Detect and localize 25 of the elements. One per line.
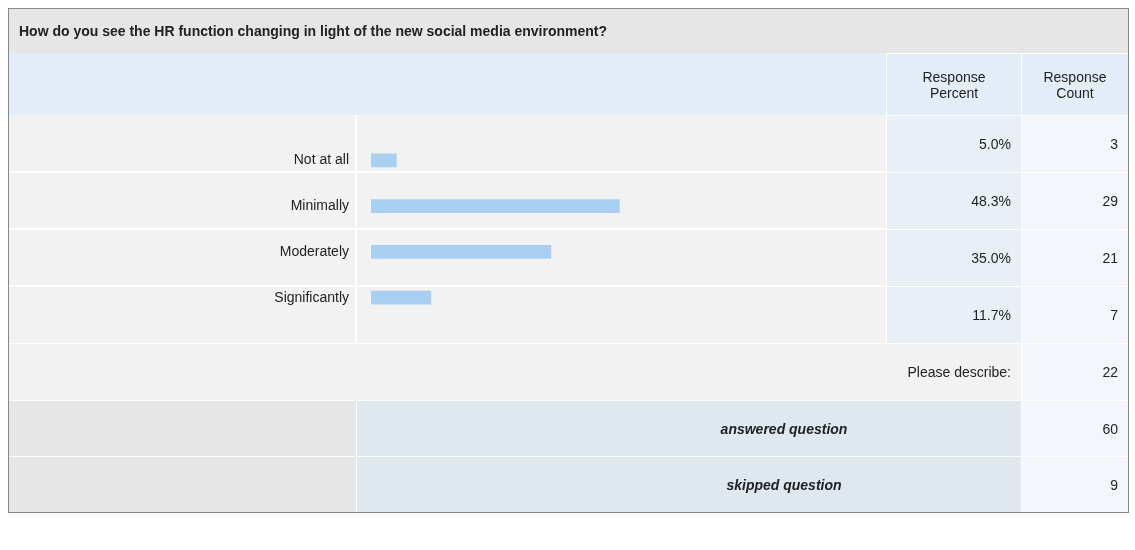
text: Response Percent [886, 53, 1021, 115]
text: 7 [1021, 286, 1128, 343]
bar [371, 245, 552, 259]
y-tick-label: Significantly [274, 288, 349, 305]
text: 3 [1021, 115, 1128, 172]
text: Please describe: [9, 343, 1021, 400]
data-label: 48.3% [886, 172, 1021, 229]
text: 22 [1021, 343, 1128, 400]
y-tick-label: Moderately [279, 242, 349, 259]
text: Response Count [1021, 53, 1128, 115]
bar [371, 290, 432, 305]
text: 21 [1021, 229, 1128, 286]
y-tick-label: Not at all [293, 151, 349, 168]
y-tick-label: Minimally [290, 196, 349, 213]
text: 9 [1021, 456, 1128, 512]
bar [371, 199, 620, 213]
text: 60 [1021, 400, 1128, 456]
chart-title: How do you see the HR function changing in light of the new social media environment? [9, 9, 1128, 53]
text: 29 [1021, 172, 1128, 229]
data-label: 35.0% [886, 229, 1021, 286]
data-label: 5.0% [886, 115, 1021, 172]
text: skipped question [356, 456, 1021, 512]
bar [371, 153, 397, 168]
text: answered question [356, 400, 1021, 456]
data-label: 11.7% [886, 286, 1021, 343]
